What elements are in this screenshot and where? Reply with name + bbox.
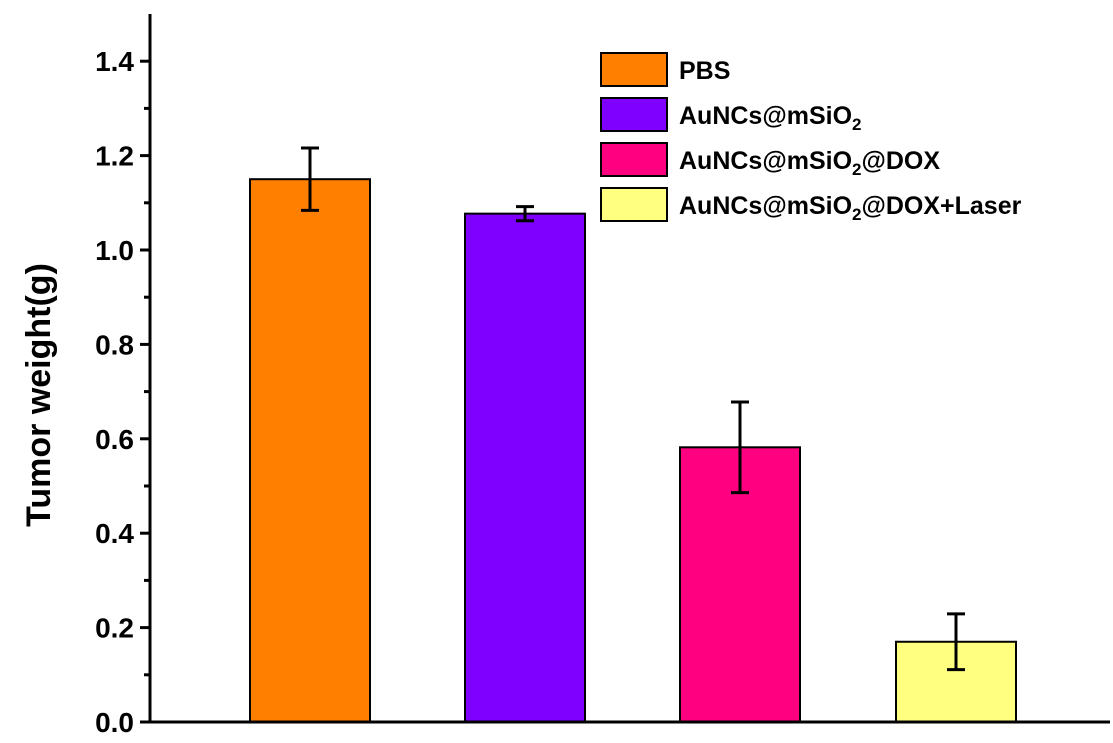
legend-label-subscript: 2 — [852, 115, 861, 134]
bars-layer — [249, 178, 1017, 724]
y-tick-label: 1.2 — [95, 141, 134, 172]
legend-label-main: AuNCs@mSiO — [679, 192, 852, 220]
error-bar-4 — [947, 612, 965, 672]
error-bar-1 — [301, 146, 319, 212]
y-tick-label: 0.0 — [95, 707, 134, 738]
legend-label-1: PBS — [679, 57, 730, 85]
legend-label-main: AuNCs@mSiO — [679, 102, 852, 130]
error-bars-layer — [301, 146, 965, 672]
legend-label-3: AuNCs@mSiO2@DOX — [679, 147, 940, 179]
legend-label-main: AuNCs@mSiO — [679, 147, 852, 175]
y-tick-label: 0.4 — [95, 518, 134, 549]
legend-swatch-2 — [600, 97, 668, 132]
bar-1 — [249, 178, 371, 723]
error-bar-3 — [731, 400, 749, 495]
legend-label-subscript: 2 — [852, 160, 861, 179]
y-tick-label: 1.0 — [95, 235, 134, 266]
y-tick-label: 1.4 — [95, 46, 134, 77]
y-axis-title: Tumor weight(g) — [20, 263, 58, 527]
axes-layer: 0.0 0.2 0.4 0.6 0.8 1.0 1.2 1.4 — [95, 14, 1110, 738]
y-tick-label: 0.2 — [95, 613, 134, 644]
legend-label-2: AuNCs@mSiO2 — [679, 102, 861, 134]
legend-label-main: PBS — [679, 57, 730, 85]
legend-label-subscript: 2 — [852, 205, 861, 224]
legend-swatch-3 — [600, 142, 668, 177]
error-bar-2 — [516, 205, 534, 223]
legend-label-rest: @DOX+Laser — [861, 192, 1021, 220]
legend-label-rest: @DOX — [861, 147, 940, 175]
legend-swatch-1 — [600, 52, 668, 87]
legend-swatch-4 — [600, 187, 668, 222]
y-tick-label: 0.6 — [95, 424, 134, 455]
legend: PBSAuNCs@mSiO2AuNCs@mSiO2@DOXAuNCs@mSiO2… — [600, 52, 1022, 224]
y-tick-label: 0.8 — [95, 329, 134, 360]
legend-label-4: AuNCs@mSiO2@DOX+Laser — [679, 192, 1022, 224]
bar-2 — [464, 212, 586, 723]
